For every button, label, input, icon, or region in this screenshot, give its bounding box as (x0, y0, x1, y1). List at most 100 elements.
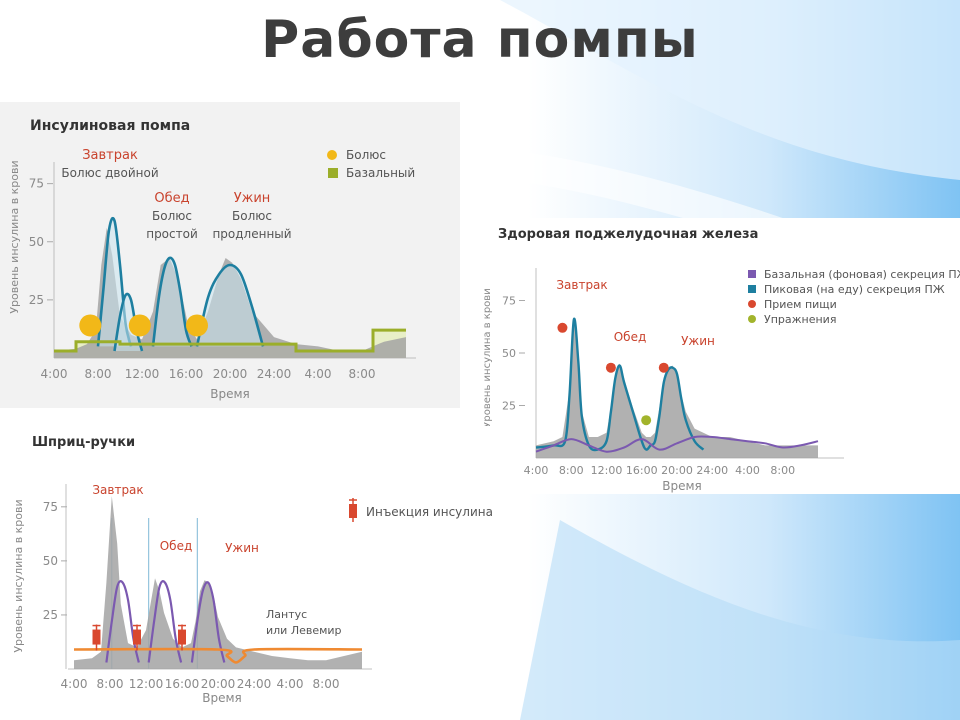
pump-chart-title: Инсулиновая помпа (30, 118, 190, 134)
pump-basal-line (54, 328, 406, 353)
healthy-meal-point-0 (557, 322, 568, 333)
pump-annot-dinner: Ужин (234, 191, 271, 206)
pump-chart-panel: Инсулиновая помпа Уровень инсулина в кро… (0, 102, 460, 408)
pens-ytick-1: 50 (43, 554, 58, 568)
pens-chart: Шприц-ручки Уровень инсулина в крови Вре… (12, 435, 493, 705)
pump-xtick-7: 8:00 (349, 367, 376, 381)
pump-chart: Инсулиновая помпа Уровень инсулина в кро… (8, 118, 416, 401)
pump-xtick-4: 20:00 (213, 367, 248, 381)
pump-annot-breakfast: Завтрак (82, 148, 138, 163)
pens-annot-lunch: Обед (160, 539, 193, 553)
pens-injection-barrel-2 (178, 629, 186, 645)
pump-xlabel: Время (210, 387, 250, 401)
healthy-meal-point-2 (658, 362, 669, 373)
pump-legend-basal-label: Базальный (346, 166, 415, 180)
pump-annot-breakfast-note: Болюс двойной (61, 166, 158, 180)
healthy-xtick-2: 12:00 (591, 464, 623, 477)
healthy-xtick-3: 16:00 (626, 464, 658, 477)
pump-annot-dinner-note-1: Болюс (232, 209, 272, 223)
pump-xtick-1: 8:00 (85, 367, 112, 381)
pump-xtick-5: 24:00 (257, 367, 292, 381)
healthy-ytick-2: 75 (502, 295, 516, 308)
pump-ytick-2: 75 (29, 177, 44, 191)
healthy-glucose-area (536, 317, 818, 458)
pump-ytick-1: 50 (29, 235, 44, 249)
pump-ytick-0: 25 (29, 293, 44, 307)
pens-xtick-5: 24:00 (237, 677, 272, 691)
healthy-legend-food-marker (748, 300, 756, 308)
healthy-legend-basal-marker (748, 270, 756, 278)
pens-legend-syringe-icon (349, 498, 357, 522)
pens-glucose-area (74, 496, 362, 669)
healthy-annot-lunch: Обед (614, 330, 647, 344)
pens-annot-breakfast: Завтрак (92, 483, 143, 497)
healthy-xtick-5: 24:00 (696, 464, 728, 477)
healthy-peak-line (535, 317, 705, 452)
pens-xtick-6: 4:00 (277, 677, 304, 691)
healthy-annot-breakfast: Завтрак (556, 278, 607, 292)
healthy-xtick-4: 20:00 (661, 464, 693, 477)
healthy-ytick-0: 25 (502, 400, 516, 413)
pump-annot-lunch-note-2: простой (146, 227, 198, 241)
pens-xtick-1: 8:00 (97, 677, 124, 691)
pens-insulin-curve-1 (147, 580, 183, 663)
pump-insulin-curve-2 (151, 256, 193, 347)
healthy-basal-line (535, 435, 819, 453)
pump-legend-basal-marker (328, 168, 338, 178)
healthy-legend-basal-label: Базальная (фоновая) секреция ПЖ (764, 268, 960, 281)
pens-ytick-0: 25 (43, 608, 58, 622)
pens-chart-panel: Шприц-ручки Уровень инсулина в крови Вре… (0, 426, 506, 720)
pens-xlabel: Время (202, 691, 242, 705)
healthy-legend-exercise-marker (748, 315, 756, 323)
healthy-legend-peak-label: Пиковая (на еду) секреция ПЖ (764, 283, 945, 296)
pump-annot-lunch: Обед (154, 191, 189, 206)
pens-long-acting-line (73, 647, 363, 664)
pump-annot-dinner-note-2: продленный (212, 227, 291, 241)
pump-bolus-point-2 (186, 314, 208, 337)
pens-xtick-4: 20:00 (201, 677, 236, 691)
pump-xtick-2: 12:00 (125, 367, 160, 381)
pens-injection-icon-0 (92, 624, 101, 651)
healthy-ylabel: Уровень инсулина в крови (484, 288, 493, 427)
pens-annot-dinner: Ужин (225, 541, 259, 555)
pump-ylabel: Уровень инсулина в крови (8, 160, 21, 313)
slide-title: Работа помпы (261, 10, 699, 70)
healthy-ytick-1: 50 (502, 347, 516, 360)
pens-ylabel: Уровень инсулина в крови (12, 499, 25, 652)
pens-legend-injection-label: Инъекция инсулина (366, 505, 493, 519)
healthy-xtick-7: 8:00 (770, 464, 795, 477)
pens-injection-barrel-1 (133, 629, 141, 645)
pens-ytick-2: 75 (43, 500, 58, 514)
pens-chart-title: Шприц-ручки (32, 435, 135, 450)
pump-bolus-point-0 (79, 314, 102, 337)
pump-bolus-point-1 (128, 314, 151, 337)
pens-xtick-7: 8:00 (313, 677, 340, 691)
healthy-chart-panel: Здоровая поджелудочная железа Уровень ин… (484, 218, 960, 494)
pump-xtick-0: 4:00 (41, 367, 68, 381)
pens-injection-barrel-0 (92, 629, 101, 645)
pump-legend-bolus-marker (327, 150, 337, 160)
healthy-legend-food-label: Прием пищи (764, 298, 837, 311)
pens-xtick-0: 4:00 (61, 677, 88, 691)
healthy-xlabel: Время (662, 479, 702, 493)
healthy-legend-peak-marker (748, 285, 756, 293)
healthy-exercise-point-0 (641, 415, 652, 426)
pump-annot-lunch-note-1: Болюс (152, 209, 192, 223)
healthy-chart-title: Здоровая поджелудочная железа (498, 227, 758, 242)
healthy-xtick-1: 8:00 (559, 464, 584, 477)
pump-insulin-fill-1 (114, 293, 142, 351)
pens-annot-long-2: или Левемир (266, 624, 342, 637)
pump-insulin-curve-3 (195, 263, 265, 347)
pump-legend-bolus-label: Болюс (346, 148, 386, 162)
pens-injection-icon-2 (178, 624, 186, 651)
pens-xtick-3: 16:00 (165, 677, 200, 691)
healthy-xtick-0: 4:00 (524, 464, 549, 477)
pens-insulin-curve-2 (190, 581, 226, 663)
healthy-chart: Здоровая поджелудочная железа Уровень ин… (484, 227, 960, 493)
pens-annot-long-1: Лантус (266, 608, 307, 621)
pens-xtick-2: 12:00 (129, 677, 164, 691)
pump-xtick-6: 4:00 (305, 367, 332, 381)
pens-injection-icon-1 (133, 624, 141, 651)
healthy-xtick-6: 4:00 (735, 464, 760, 477)
healthy-annot-dinner: Ужин (681, 334, 715, 348)
